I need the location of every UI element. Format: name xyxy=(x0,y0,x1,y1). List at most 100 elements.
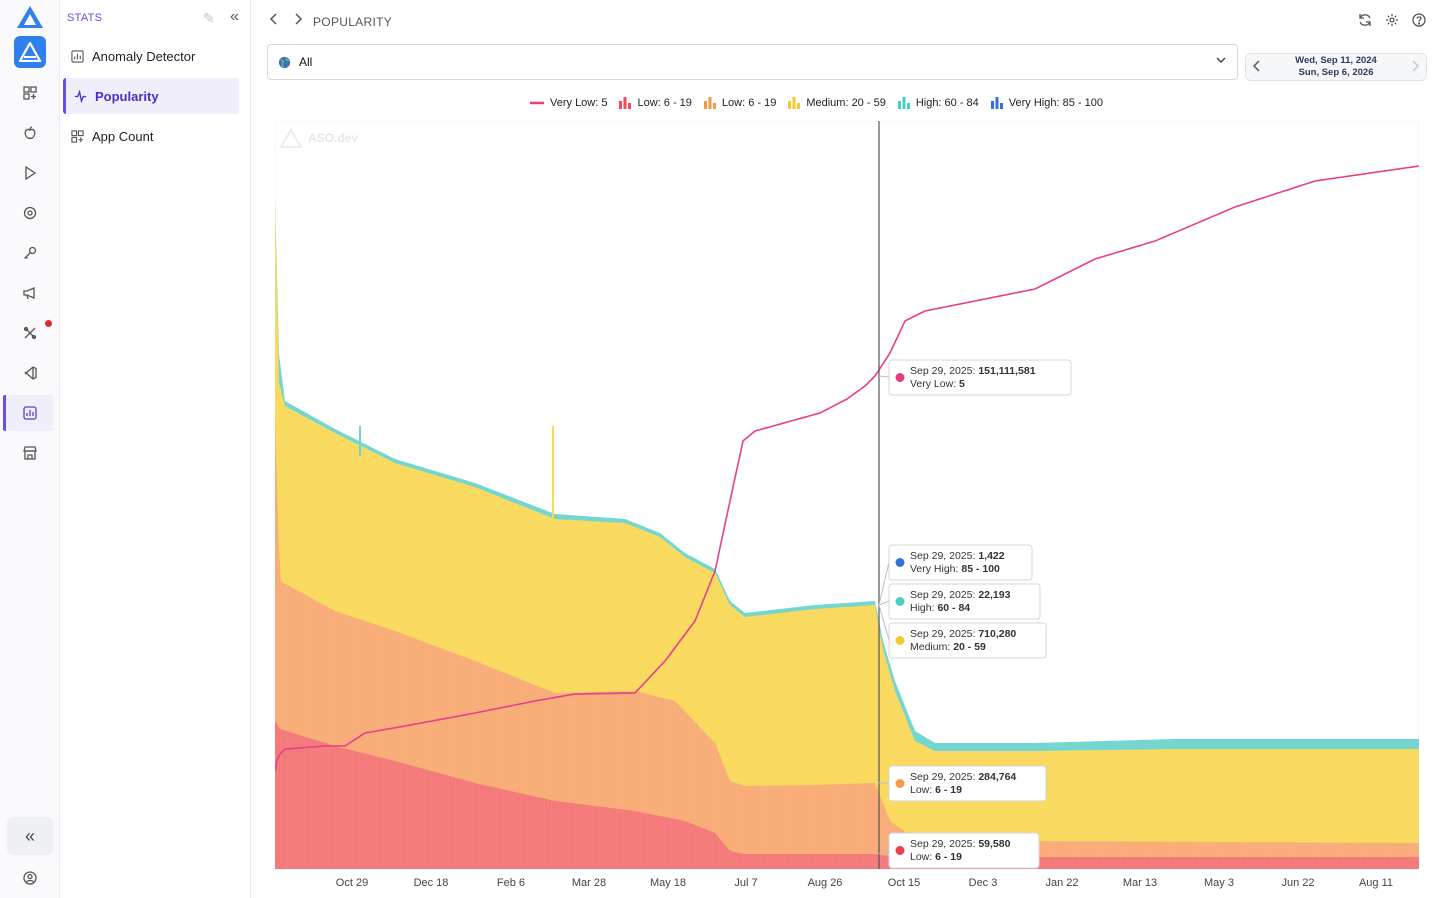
tools-icon[interactable] xyxy=(17,320,43,346)
refresh-icon[interactable] xyxy=(1358,13,1372,30)
legend-bars-icon xyxy=(788,97,801,109)
x-tick-label: Oct 15 xyxy=(888,877,920,889)
x-tick-label: Aug 26 xyxy=(808,877,843,889)
sidebar-item-label: Anomaly Detector xyxy=(92,48,196,64)
line-very-low-series xyxy=(275,165,1419,772)
date-end: Sun, Sep 6, 2026 xyxy=(1298,67,1374,78)
x-tick-label: Jul 7 xyxy=(734,877,757,889)
tooltip-connector xyxy=(878,375,890,378)
target-icon[interactable] xyxy=(17,200,43,226)
tooltip-value: Sep 29, 2025: 22,193 xyxy=(910,589,1011,601)
stats-sidebar: STATS ✎ « Anomaly Detector Popularity Ap… xyxy=(60,0,251,898)
legend-line-icon xyxy=(530,101,544,105)
chart-svg: ASO.dev Oct 29 Dec 18 Feb 6 Mar 28 May 18 Jul… xyxy=(275,121,1419,889)
watermark-text: ASO.dev xyxy=(308,131,358,145)
megaphone-icon[interactable] xyxy=(17,280,43,306)
tooltip-dot xyxy=(895,597,905,606)
date-next-icon[interactable] xyxy=(1410,59,1420,75)
legend-label: Very High: 85 - 100 xyxy=(1008,97,1103,109)
country-select-value: All xyxy=(299,55,313,69)
legend-item-high[interactable]: High: 60 - 84 xyxy=(897,97,979,109)
collapse-sidebar-button[interactable]: « xyxy=(7,817,53,855)
x-tick-label: May 3 xyxy=(1204,877,1234,889)
legend-item-very-low[interactable]: Very Low: 5 xyxy=(530,97,607,109)
area-low-red xyxy=(275,721,1419,869)
tooltip-value: Sep 29, 2025: 1,422 xyxy=(910,550,1005,562)
key-icon[interactable] xyxy=(17,240,43,266)
profile-icon[interactable] xyxy=(17,865,43,896)
legend-item-low-orange[interactable]: Low: 6 - 19 xyxy=(703,97,777,109)
play-icon[interactable] xyxy=(17,160,43,186)
tooltip-connector xyxy=(878,561,890,606)
date-range-picker[interactable]: Wed, Sep 11, 2024 Sun, Sep 6, 2026 xyxy=(1245,53,1427,81)
sidebar-item-label: Popularity xyxy=(95,88,159,104)
tooltip-connector xyxy=(878,600,890,606)
edit-icon[interactable]: ✎ xyxy=(203,10,215,26)
x-tick-label: Jan 22 xyxy=(1045,877,1078,889)
top-bar: POPULARITY xyxy=(266,10,1436,34)
tooltip-label: Very High: 85 - 100 xyxy=(910,563,1000,575)
tooltip-dot xyxy=(895,636,905,645)
x-tick-label: Feb 6 xyxy=(497,877,525,889)
legend-item-very-high[interactable]: Very High: 85 - 100 xyxy=(990,97,1103,109)
x-tick-label: Aug 11 xyxy=(1359,877,1393,889)
legend-item-low-red[interactable]: Low: 6 - 19 xyxy=(619,97,692,109)
vscode-icon[interactable] xyxy=(17,360,43,386)
rail-active-indicator xyxy=(3,395,53,431)
aso-logo-icon[interactable] xyxy=(16,5,44,34)
store-icon[interactable] xyxy=(17,440,43,466)
sidebar-item-popularity[interactable]: Popularity xyxy=(63,78,239,114)
date-prev-icon[interactable] xyxy=(1252,59,1262,75)
globe-icon xyxy=(278,56,291,68)
legend-label: High: 60 - 84 xyxy=(915,97,979,109)
collapse-panel-icon[interactable]: « xyxy=(230,8,239,25)
apps-grid-icon[interactable] xyxy=(17,80,43,106)
date-start: Wed, Sep 11, 2024 xyxy=(1295,55,1377,66)
tooltip-label: Low: 6 - 19 xyxy=(910,851,962,863)
apple-icon[interactable] xyxy=(17,120,43,146)
sidebar-item-anomaly-detector[interactable]: Anomaly Detector xyxy=(63,38,239,74)
legend-label: Low: 6 - 19 xyxy=(721,97,777,109)
x-tick-label: Mar 28 xyxy=(572,877,606,889)
chart-icon xyxy=(71,49,84,63)
legend-bars-icon xyxy=(619,97,632,109)
legend-item-medium[interactable]: Medium: 20 - 59 xyxy=(788,97,886,109)
tooltip-dot xyxy=(895,779,905,788)
tooltip-box xyxy=(888,544,1033,581)
x-tick-label: Oct 29 xyxy=(336,877,368,889)
notification-dot xyxy=(45,320,52,327)
sidebar-item-app-count[interactable]: App Count xyxy=(63,118,239,154)
x-axis-ticks: Oct 29 Dec 18 Feb 6 Mar 28 May 18 Jul 7 Aug 26… xyxy=(336,877,1393,889)
x-tick-label: Dec 18 xyxy=(414,877,449,889)
tooltip-value: Sep 29, 2025: 284,764 xyxy=(910,771,1016,783)
country-select[interactable]: All xyxy=(267,44,1238,80)
tooltip-value: Sep 29, 2025: 151,111,581 xyxy=(910,365,1036,377)
chart-legend: Very Low: 5 Low: 6 - 19 Low: 6 - 19 Medi… xyxy=(530,95,1103,111)
help-icon[interactable] xyxy=(1412,13,1426,30)
tooltip-dot xyxy=(895,846,905,855)
tooltip-label: Very Low: 5 xyxy=(910,378,965,390)
tooltip-value: Sep 29, 2025: 710,280 xyxy=(910,628,1016,640)
sidebar-item-label: App Count xyxy=(92,128,154,144)
back-icon[interactable] xyxy=(269,12,279,29)
stats-icon[interactable] xyxy=(17,400,43,426)
breadcrumb: POPULARITY xyxy=(313,15,393,29)
chevron-down-icon xyxy=(1215,54,1227,69)
tooltip-value: Sep 29, 2025: 59,580 xyxy=(910,838,1011,850)
forward-icon[interactable] xyxy=(293,12,303,29)
settings-icon[interactable] xyxy=(1385,13,1399,30)
x-tick-label: Mar 13 xyxy=(1123,877,1157,889)
popularity-chart[interactable]: ASO.dev Oct 29 Dec 18 Feb 6 Mar 28 May 18 Jul… xyxy=(275,121,1419,891)
tooltip-box xyxy=(888,832,1040,869)
tooltip-box xyxy=(888,765,1047,802)
tooltip-dot xyxy=(895,373,905,382)
tooltip-label: Low: 6 - 19 xyxy=(910,784,962,796)
app-store-icon[interactable] xyxy=(14,36,46,68)
